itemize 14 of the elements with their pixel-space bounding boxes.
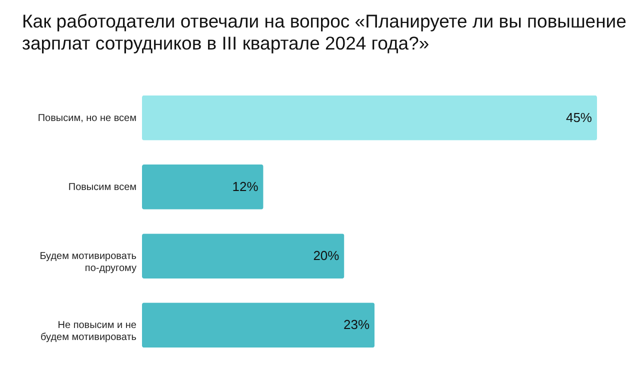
data-label: 12% <box>232 178 259 194</box>
bar <box>142 302 375 348</box>
y-tick-label: Не повысим и не будем мотивировать <box>40 320 137 344</box>
bar <box>142 234 344 278</box>
y-tick-label: Повысим, но не всем <box>38 112 137 124</box>
bar <box>142 95 597 140</box>
y-tick-label: Повысим всем <box>68 182 137 193</box>
data-label: 45% <box>566 110 592 125</box>
text: зарплат сотрудников в III квартале 2024 года?» <box>22 32 430 54</box>
y-tick-label: Будем мотивировать по-другому <box>40 251 136 274</box>
data-label: 23% <box>344 317 370 332</box>
data-label: 20% <box>313 248 340 264</box>
text: Как работодатели отвечали на вопрос «Планируете ли вы повышение <box>22 10 626 32</box>
bar <box>142 164 264 210</box>
